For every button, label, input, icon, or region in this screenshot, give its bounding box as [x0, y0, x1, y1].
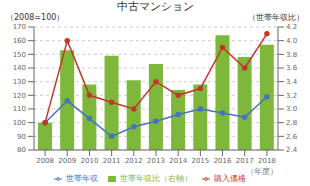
- svg-text:3.4: 3.4: [286, 78, 298, 86]
- html-text:中古マンション: 中古マンション: [116, 0, 194, 13]
- svg-text:2012: 2012: [125, 157, 143, 165]
- svg-text:90: 90: [17, 133, 26, 141]
- html-text:世帯年収: 世帯年収: [66, 174, 98, 183]
- svg-text:150: 150: [13, 51, 26, 59]
- svg-text:140: 140: [13, 64, 26, 72]
- svg-text:2009: 2009: [58, 157, 76, 165]
- svg-text:（年度）: （年度）: [246, 167, 278, 176]
- html-text:購入価格: 購入価格: [214, 174, 246, 183]
- svg-text:170: 170: [13, 23, 26, 31]
- svg-text:2.4: 2.4: [286, 146, 298, 154]
- svg-text:80: 80: [17, 146, 26, 154]
- svg-text:2010: 2010: [81, 157, 99, 165]
- svg-text:160: 160: [13, 37, 26, 45]
- svg-text:3.8: 3.8: [286, 51, 297, 59]
- svg-text:110: 110: [13, 105, 26, 113]
- svg-text:100: 100: [13, 119, 26, 127]
- svg-text:120: 120: [13, 92, 26, 100]
- svg-text:2018: 2018: [258, 157, 276, 165]
- svg-text:2015: 2015: [191, 157, 209, 165]
- svg-text:2.6: 2.6: [286, 133, 298, 141]
- html-text:世帯年収比（右軸）: 世帯年収比（右軸）: [120, 174, 192, 183]
- svg-text:3.6: 3.6: [286, 64, 298, 72]
- svg-text:3.2: 3.2: [286, 92, 297, 100]
- svg-text:2016: 2016: [214, 157, 232, 165]
- svg-text:2017: 2017: [236, 157, 254, 165]
- svg-text:2008: 2008: [36, 157, 54, 165]
- html-text:（世帯年収比）: （世帯年収比）: [248, 13, 304, 22]
- svg-text:2014: 2014: [169, 157, 187, 165]
- html-text:（2008=100）: （2008=100）: [6, 13, 65, 22]
- svg-text:4.2: 4.2: [286, 23, 297, 31]
- svg-text:2013: 2013: [147, 157, 165, 165]
- svg-text:130: 130: [13, 78, 26, 86]
- svg-text:2.8: 2.8: [286, 119, 297, 127]
- svg-text:3.0: 3.0: [286, 105, 297, 113]
- svg-text:2011: 2011: [103, 157, 121, 165]
- svg-text:4.0: 4.0: [286, 37, 297, 45]
